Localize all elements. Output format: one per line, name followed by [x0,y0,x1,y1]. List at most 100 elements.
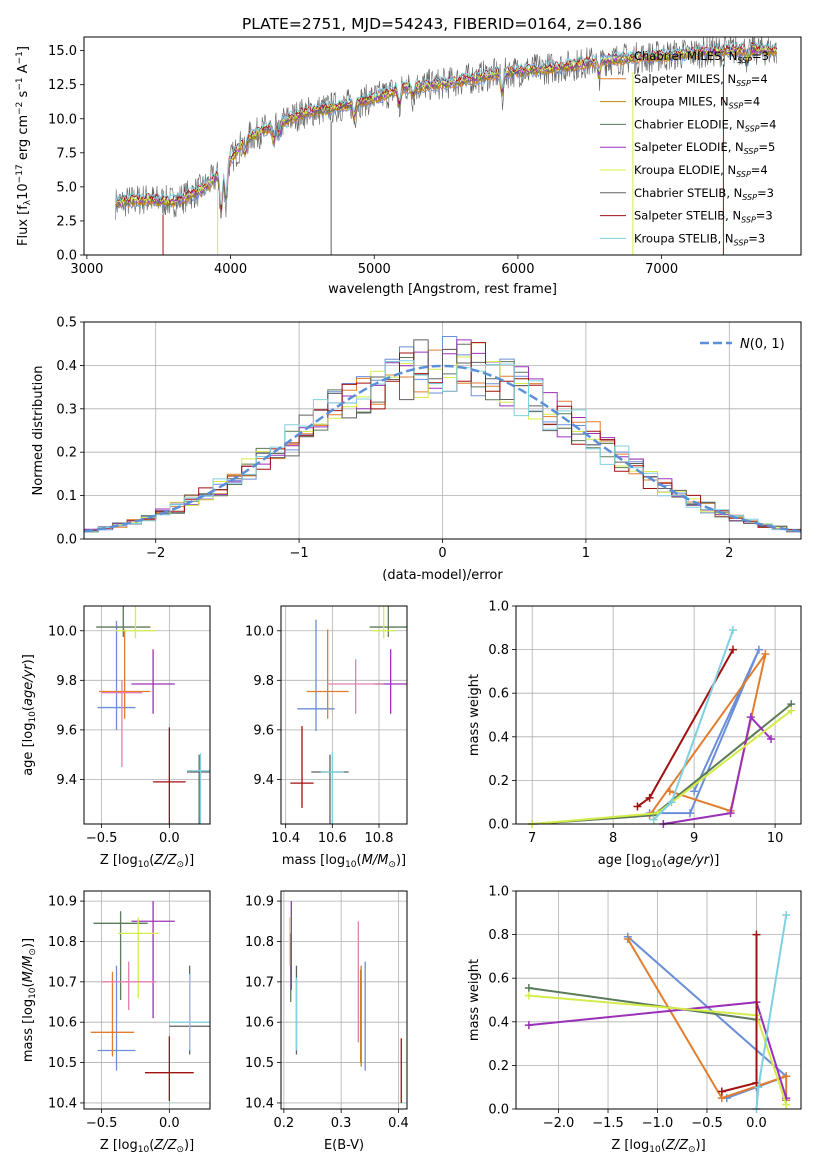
title-part: ⊙ [176,860,184,870]
title-part: Flux [f [16,205,31,246]
title-part: ( [149,853,154,868]
x-tick-label: −0.5 [691,1116,723,1131]
title-part: Normed distribution [31,366,46,496]
plot-area [290,606,407,824]
y-tick-label: 10.8 [48,935,77,950]
axes-frame [83,321,802,540]
series-marker-salpeter_elodie [726,809,735,818]
legend-suffix: =3 [752,49,769,63]
series-line-chabrier_miles [649,649,760,815]
legend-name: Chabrier ELODIE, N [634,117,745,131]
legend-suffix: =3 [756,209,773,223]
series-marker-salpeter_miles [665,787,674,796]
title-part: age [log [21,723,36,776]
title-part: )] [21,654,36,664]
y-tick-label: 9.8 [253,674,274,689]
y-tick-label: 10.0 [245,624,274,639]
title-part: −1 [15,77,25,90]
title-part: E(B-V) [324,1138,364,1153]
y-tick-label: 12.5 [48,78,77,93]
legend-label: Kroupa MILES, NSSP=4 [634,95,760,111]
title-part: Z [log [100,1138,138,1153]
y-tick-label: 10.8 [245,935,274,950]
title-part: 10 [138,860,150,870]
figure-title: PLATE=2751, MJD=54243, FIBERID=0164, z=0… [242,15,642,33]
y-tick-label: 0.2 [488,1059,509,1074]
series-line-salpeter_miles [626,938,788,1101]
title-part: ] [16,46,31,51]
panel-age_vs_Z: −0.5 0.09.49.69.810.0Z [log10(Z/Z⊙)]age [… [21,605,211,870]
axes-frame [280,605,408,825]
title-part: −17 [15,164,25,183]
axes-frame [515,890,802,1110]
y-tick-label: 0.0 [56,533,77,548]
legend-name: Chabrier MILES, N [634,49,737,63]
x-tick-label: −1.5 [592,1116,624,1131]
x-axis-title: Z [log10(Z/Z⊙)] [100,853,194,870]
series-line-chabrier_elodie [532,703,792,825]
title-part: mass weight [467,674,482,756]
title-part: 10 [345,860,357,870]
legend-suffix: =4 [751,72,768,86]
panel-residuals: −2 −1 0 1 2 0.0 0.1 0.2 0.3 0.4 0.5 (data-model)/er… [31,316,802,583]
series-line-kroupa_stelib [755,914,788,1110]
legend-label: Kroupa ELODIE, NSSP=4 [634,163,768,179]
legend-sub: SSP [736,79,751,88]
title-part: ⊙ [688,1145,696,1155]
title-part: ( [662,853,667,868]
legend-name: Salpeter MILES, N [634,72,736,86]
x-tick-label: 0.4 [388,1116,409,1131]
model-spectrum-kroupa_stelib [115,41,777,205]
panel-age_vs_mass: 10.4 10.6 10.8 9.4 9.6 9.8 10.0 mass [log10(M/M… [245,605,408,870]
y-tick-label: 0.2 [56,446,77,461]
plot-area [288,901,402,1103]
y-tick-label: 0.6 [488,687,509,702]
legend-label: Chabrier ELODIE, NSSP=4 [634,117,776,133]
y-axis-title: mass weight [467,674,482,756]
y-axis-title: Flux [fλ10−17 erg cm−2 s−1 A−1] [15,46,33,246]
y-tick-label: 7.5 [56,146,77,161]
y-tick-label: 0.0 [56,249,77,264]
axes-frame [83,605,211,825]
legend-label: Chabrier MILES, NSSP=3 [634,49,769,65]
title-part: 10 [651,860,663,870]
title-part: Z/Z [153,1138,177,1153]
legend-name: Salpeter ELODIE, N [634,140,744,154]
x-tick-label: 10 [767,831,784,846]
x-tick-label: 7000 [645,262,678,277]
y-tick-label: 10.9 [245,895,274,910]
y-tick-label: 9.4 [56,773,77,788]
title-part: Z [log [611,1138,649,1153]
series-marker-kroupa_stelib [754,1083,763,1092]
title-part: )] [709,853,719,868]
panel-mass_vs_ebv: 0.2 0.3 0.4 10.4 10.5 10.6 10.7 10.8 10.9 E(B-V) [245,890,409,1153]
panel-mass_vs_Z: −0.5 0.010.410.510.610.710.810.9Z [log10(… [21,890,211,1155]
x-axis-title: mass [log10(M/M⊙)] [282,853,406,870]
y-tick-label: 0.0 [488,818,509,833]
x-tick-label: −2 [146,546,165,561]
x-tick-label: 10.4 [271,831,300,846]
x-tick-label: 0.0 [159,1116,180,1131]
title-part: mass [log [21,999,36,1062]
panel-spectrum: 3000 4000 5000 6000 7000 0.0 2.5 5.0 7.5 10.0 12.5… [15,36,802,297]
title-part: mass weight [467,959,482,1041]
axes-frame [515,605,802,825]
title-part: A [16,64,31,77]
title-part: age/yr [21,663,36,706]
y-tick-label: 5.0 [56,180,77,195]
legend-name: Chabrier STELIB, N [634,186,742,200]
legend: N(0, 1) [700,337,785,352]
series-marker-salpeter_miles [761,649,770,658]
legend-suffix: =3 [748,231,765,245]
x-tick-label: 5000 [358,262,391,277]
y-tick-label: 0.4 [56,359,77,374]
title-part: ⊙ [388,860,396,870]
y-tick-label: 9.6 [56,723,77,738]
x-tick-label: 3000 [70,262,103,277]
y-tick-label: 15.0 [48,44,77,59]
x-tick-label: −1.0 [642,1116,674,1131]
x-tick-label: −1 [290,546,309,561]
series-marker-salpeter_stelib [645,793,654,802]
legend-sub: SSP [744,147,759,156]
